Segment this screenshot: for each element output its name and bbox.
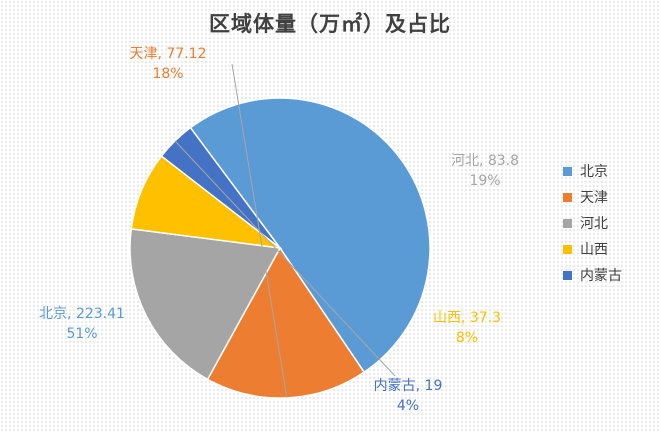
legend-item: 内蒙古 [563,262,622,288]
legend-swatch [563,218,572,228]
chart-title: 区域体量（万㎡）及占比 [209,12,451,36]
legend-label: 内蒙古 [580,268,622,284]
data-label: 天津, 77.12 18% [130,46,207,82]
data-label: 北京, 223.41 51% [39,306,125,342]
legend-item: 北京 [563,158,622,184]
leader-line [174,140,396,377]
legend-swatch [563,270,572,280]
pie-slice [189,97,431,374]
legend-swatch [563,192,572,202]
legend-label: 山西 [580,242,608,258]
legend-label: 天津 [580,190,608,206]
legend: 北京天津河北山西内蒙古 [563,158,622,288]
legend-item: 山西 [563,236,622,262]
legend-swatch [563,244,572,254]
pie-slice [129,228,282,381]
data-label: 内蒙古, 19 4% [374,378,443,414]
data-label: 河北, 83.8 19% [451,153,519,189]
legend-label: 北京 [580,164,608,180]
legend-label: 河北 [580,216,608,232]
legend-item: 河北 [563,210,622,236]
data-label: 山西, 37.3 8% [433,310,501,346]
legend-swatch [563,166,572,176]
legend-item: 天津 [563,184,622,210]
